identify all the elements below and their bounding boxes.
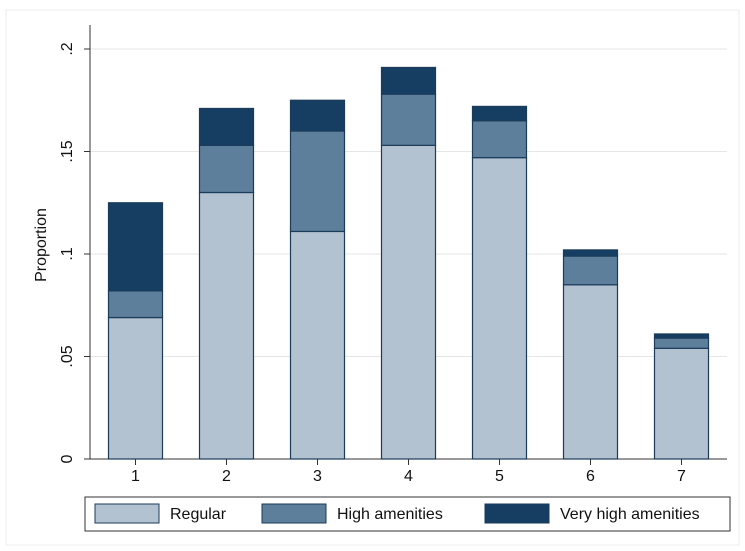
y-tick-label: .2 xyxy=(59,42,76,55)
bar-segment xyxy=(198,144,255,194)
bar-segment xyxy=(198,107,255,146)
bar-segment xyxy=(562,255,619,286)
legend-swatch xyxy=(94,503,160,524)
legend-label: High amenities xyxy=(337,506,443,523)
bar-segment xyxy=(107,290,164,319)
bar-segment xyxy=(471,120,528,159)
bar-segment xyxy=(107,316,164,460)
x-tick-label: 2 xyxy=(222,468,231,485)
x-tick-label: 4 xyxy=(404,468,413,485)
bar-segment xyxy=(380,93,437,146)
bar-segment xyxy=(653,347,710,460)
legend-label: Regular xyxy=(170,506,227,523)
bar-segment xyxy=(380,144,437,460)
x-tick-label: 7 xyxy=(677,468,686,485)
x-tick-label: 5 xyxy=(495,468,504,485)
legend-label: Very high amenities xyxy=(560,506,700,523)
bar-segment xyxy=(471,157,528,460)
y-tick-label: .1 xyxy=(59,247,76,260)
legend-box xyxy=(84,496,731,532)
x-tick-label: 3 xyxy=(313,468,322,485)
y-tick-label: .15 xyxy=(59,140,76,162)
bar-segment xyxy=(653,337,710,349)
bar-segment xyxy=(562,284,619,460)
y-tick-label: 0 xyxy=(59,454,76,463)
bar-segment xyxy=(107,202,164,292)
bar-segment xyxy=(562,249,619,257)
y-tick-label: .05 xyxy=(59,345,76,367)
x-tick-label: 1 xyxy=(131,468,140,485)
bar-segment xyxy=(289,130,346,233)
bar-segment xyxy=(653,333,710,339)
y-axis-title: Proportion xyxy=(33,208,50,282)
bar-segment xyxy=(289,230,346,460)
bar-segment xyxy=(289,99,346,132)
legend-swatch xyxy=(261,503,327,524)
bar-segment xyxy=(198,191,255,460)
legend-swatch xyxy=(484,503,550,524)
bar-segment xyxy=(380,66,437,95)
bar-segment xyxy=(471,105,528,122)
x-tick-label: 6 xyxy=(586,468,595,485)
